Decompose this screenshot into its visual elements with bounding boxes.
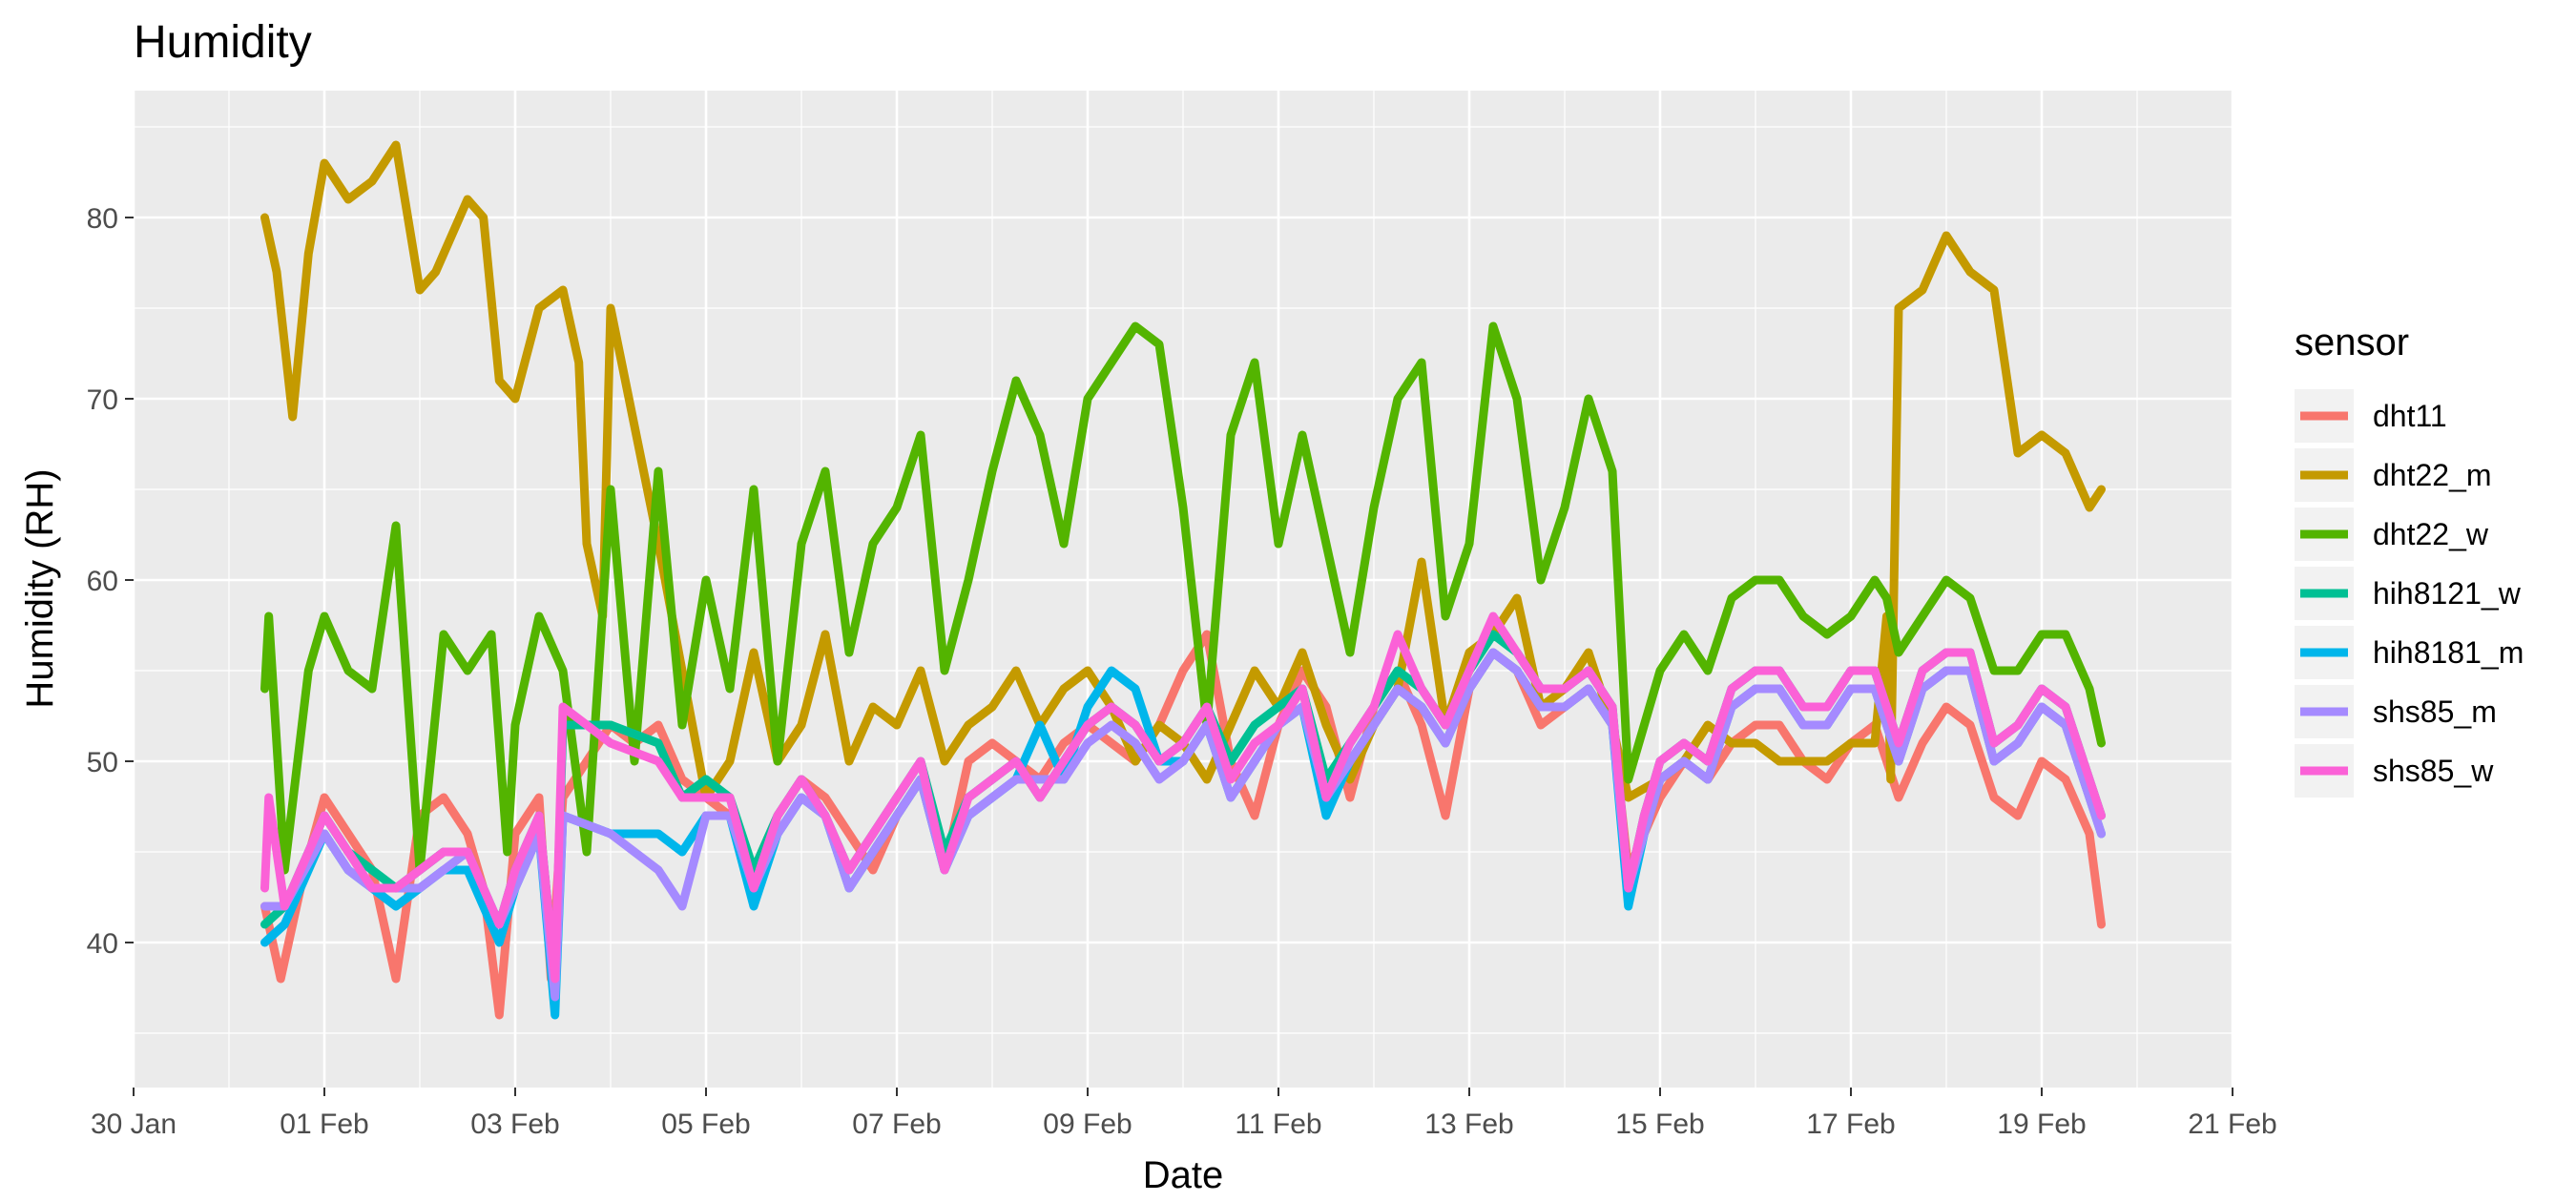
series-lines <box>260 140 2106 1020</box>
y-tick-label: 40 <box>87 928 118 960</box>
legend-label: hih8121_w <box>2373 576 2522 611</box>
x-tick-label: 09 Feb <box>1043 1109 1132 1140</box>
y-tick-label: 50 <box>87 747 118 778</box>
legend-label: dht22_w <box>2373 517 2489 551</box>
x-tick-label: 03 Feb <box>470 1109 559 1140</box>
y-axis: 40 50 60 70 80 <box>87 203 134 960</box>
legend-label: dht22_m <box>2373 458 2492 492</box>
x-tick-label: 17 Feb <box>1806 1109 1895 1140</box>
chart-title: Humidity <box>134 17 312 68</box>
x-tick-label: 07 Feb <box>852 1109 941 1140</box>
x-tick-label: 15 Feb <box>1615 1109 1704 1140</box>
x-tick-label: 01 Feb <box>280 1109 368 1140</box>
series-line-shs85-w <box>260 611 2106 984</box>
x-tick-label: 19 Feb <box>1997 1109 2086 1140</box>
legend-title: sensor <box>2295 321 2409 363</box>
x-axis-title: Date <box>1143 1154 1224 1196</box>
x-tick-label: 21 Feb <box>2188 1109 2276 1140</box>
x-tick-label: 30 Jan <box>91 1109 177 1140</box>
legend-label: hih8181_m <box>2373 635 2524 670</box>
x-tick-label: 05 Feb <box>661 1109 750 1140</box>
x-axis: 30 Jan 01 Feb 03 Feb 05 Feb 07 Feb 09 Feb 11 F… <box>91 1088 2277 1140</box>
y-tick-label: 60 <box>87 566 118 597</box>
y-tick-label: 70 <box>87 384 118 416</box>
legend-label: shs85_m <box>2373 694 2497 729</box>
x-tick-label: 13 Feb <box>1424 1109 1513 1140</box>
y-axis-title: Humidity (RH) <box>19 468 61 708</box>
legend-label: dht11 <box>2373 399 2447 433</box>
y-tick-label: 80 <box>87 203 118 235</box>
legend: sensor dht11 dht22_m dht22_w hih8121_w hih81… <box>2295 321 2524 798</box>
series-line-shs85-m <box>260 648 2106 1002</box>
legend-label: shs85_w <box>2373 754 2494 788</box>
series-line-dht22-w <box>260 321 2106 875</box>
x-tick-label: 11 Feb <box>1235 1109 1321 1140</box>
